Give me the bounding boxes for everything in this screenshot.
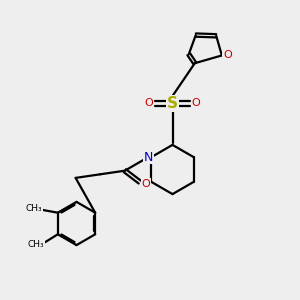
Text: O: O xyxy=(191,98,200,109)
Text: S: S xyxy=(167,96,178,111)
Text: O: O xyxy=(141,178,150,189)
Text: CH₃: CH₃ xyxy=(26,204,42,213)
Text: O: O xyxy=(145,98,154,109)
Text: O: O xyxy=(223,50,232,61)
Text: N: N xyxy=(144,151,154,164)
Text: CH₃: CH₃ xyxy=(28,240,44,249)
